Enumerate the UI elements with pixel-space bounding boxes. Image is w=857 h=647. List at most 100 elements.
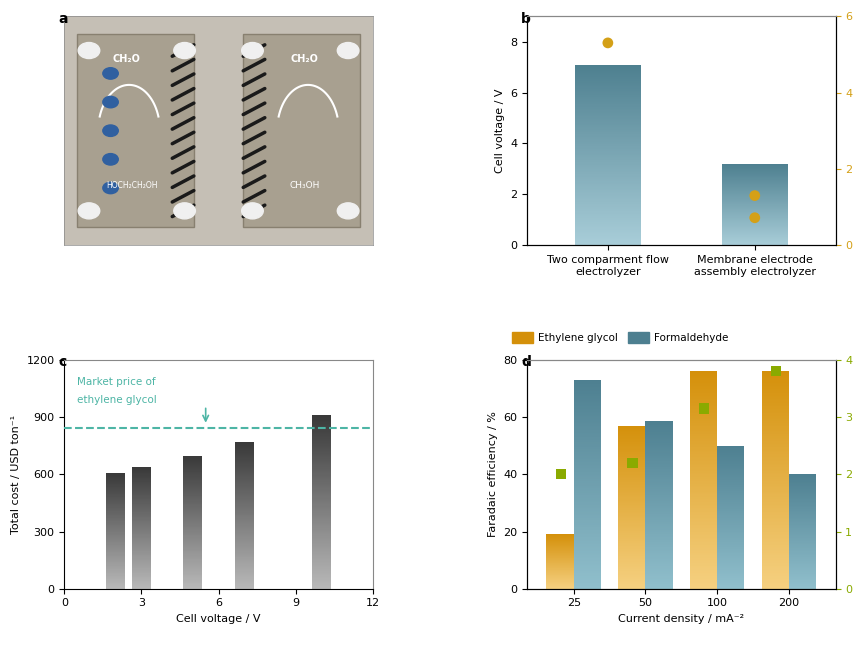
Bar: [762, 395, 789, 396]
Bar: [575, 178, 641, 179]
Point: [770, 366, 783, 377]
Bar: [717, 509, 745, 510]
Bar: [106, 588, 125, 589]
Bar: [183, 494, 202, 496]
Bar: [690, 561, 717, 563]
Bar: [312, 552, 331, 553]
Bar: [789, 483, 816, 484]
Bar: [717, 501, 745, 502]
Bar: [312, 422, 331, 424]
Bar: [789, 516, 816, 517]
Bar: [235, 558, 254, 560]
Bar: [690, 480, 717, 481]
Bar: [618, 584, 645, 586]
Bar: [645, 510, 673, 512]
Bar: [573, 446, 601, 448]
Bar: [618, 482, 645, 483]
Bar: [717, 448, 745, 450]
Bar: [717, 567, 745, 568]
Bar: [183, 466, 202, 467]
Bar: [312, 435, 331, 436]
Bar: [573, 445, 601, 446]
Bar: [575, 244, 641, 245]
Bar: [645, 436, 673, 437]
Bar: [717, 541, 745, 542]
Bar: [762, 467, 789, 468]
Bar: [690, 542, 717, 543]
Bar: [789, 528, 816, 529]
Bar: [575, 109, 641, 110]
Bar: [789, 545, 816, 546]
Bar: [789, 567, 816, 568]
Bar: [690, 445, 717, 446]
Bar: [618, 567, 645, 568]
Bar: [717, 536, 745, 537]
Bar: [645, 536, 673, 538]
Bar: [312, 424, 331, 426]
Bar: [690, 538, 717, 540]
Bar: [575, 208, 641, 209]
Bar: [717, 508, 745, 509]
Bar: [690, 564, 717, 565]
Bar: [762, 506, 789, 507]
Bar: [312, 464, 331, 465]
Bar: [575, 206, 641, 208]
Bar: [789, 543, 816, 545]
Bar: [645, 542, 673, 543]
Bar: [645, 503, 673, 504]
Bar: [645, 530, 673, 531]
Bar: [106, 478, 125, 479]
Bar: [618, 488, 645, 490]
Bar: [762, 516, 789, 518]
Bar: [717, 522, 745, 523]
Bar: [645, 534, 673, 535]
Bar: [762, 565, 789, 567]
Bar: [762, 426, 789, 428]
Bar: [690, 510, 717, 512]
Bar: [618, 565, 645, 566]
Bar: [717, 580, 745, 581]
Bar: [312, 560, 331, 561]
Bar: [573, 534, 601, 536]
Bar: [312, 564, 331, 565]
Bar: [645, 514, 673, 515]
Bar: [789, 507, 816, 508]
Bar: [132, 576, 151, 577]
Bar: [690, 485, 717, 486]
Bar: [106, 582, 125, 584]
Text: d: d: [521, 355, 530, 369]
Bar: [575, 104, 641, 105]
Bar: [618, 445, 645, 446]
Bar: [690, 494, 717, 496]
Bar: [312, 582, 331, 583]
Bar: [183, 496, 202, 498]
Bar: [690, 423, 717, 425]
Bar: [618, 480, 645, 481]
Bar: [573, 437, 601, 438]
Bar: [645, 567, 673, 569]
Bar: [690, 492, 717, 493]
Bar: [183, 508, 202, 509]
Bar: [575, 113, 641, 114]
Bar: [789, 576, 816, 577]
Bar: [762, 387, 789, 389]
Bar: [762, 437, 789, 438]
Bar: [183, 468, 202, 469]
Bar: [762, 541, 789, 542]
Bar: [789, 579, 816, 580]
Bar: [573, 492, 601, 494]
Bar: [717, 564, 745, 565]
Bar: [690, 551, 717, 553]
Bar: [645, 487, 673, 488]
Bar: [573, 531, 601, 532]
Bar: [717, 459, 745, 460]
Bar: [690, 573, 717, 575]
Bar: [762, 435, 789, 437]
Bar: [762, 373, 789, 374]
Bar: [235, 486, 254, 487]
Bar: [789, 525, 816, 526]
Bar: [312, 534, 331, 536]
Bar: [762, 500, 789, 501]
Bar: [690, 415, 717, 416]
Bar: [312, 493, 331, 494]
